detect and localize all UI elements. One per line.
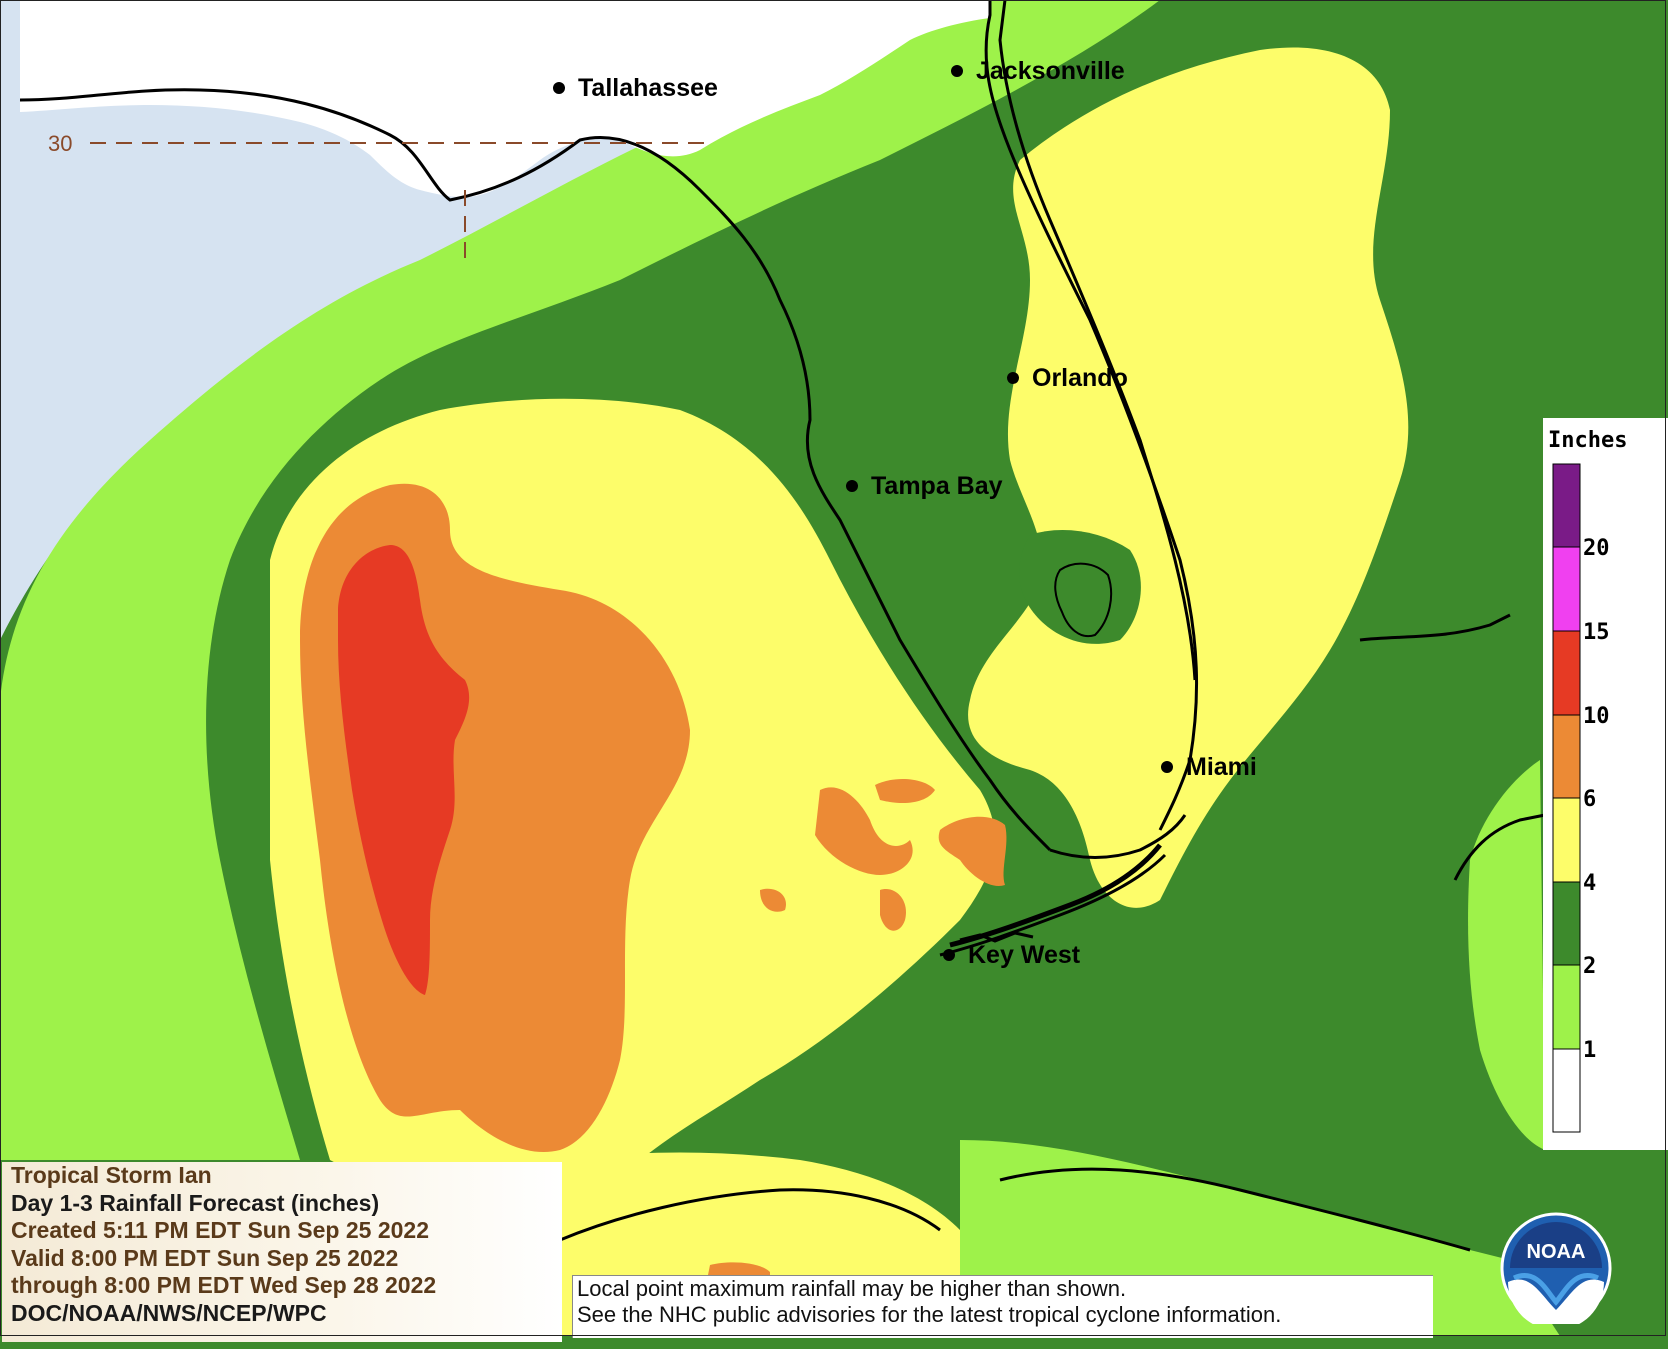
florida-keys	[949, 843, 1162, 948]
legend-swatch-10-15	[1552, 630, 1581, 716]
zone-4-6-east	[968, 47, 1409, 908]
legend-tick-20: 20	[1583, 536, 1610, 561]
legend-color-bar	[1552, 463, 1581, 1133]
legend-swatch-4-6	[1552, 797, 1581, 883]
zone-1-2-east-edge	[1468, 760, 1545, 1150]
zone-1-2-band	[0, 0, 1160, 1160]
land-no-rain-north	[20, 0, 990, 198]
legend: Inches 20 15 10 6 4 2 1	[1543, 418, 1668, 1150]
disclaimer-line-1: Local point maximum rainfall may be high…	[577, 1276, 1127, 1301]
city-label-orlando: Orlando	[1032, 364, 1128, 392]
city-label-miami: Miami	[1186, 753, 1257, 781]
legend-swatch-2-4	[1552, 881, 1581, 966]
legend-title: Inches	[1548, 428, 1627, 453]
zone-6-10-patch-5	[760, 888, 786, 912]
city-dot-tallahassee	[553, 82, 565, 94]
legend-swatch-0-1	[1552, 1048, 1581, 1133]
legend-tick-4: 4	[1583, 871, 1596, 896]
lake-okeechobee-outline	[1054, 562, 1113, 638]
legend-swatch-6-10	[1552, 714, 1581, 799]
legend-tick-15: 15	[1583, 620, 1610, 645]
city-dot-jacksonville	[951, 65, 963, 77]
zone-6-10-patch-3	[938, 816, 1007, 886]
zone-6-10-patch-2	[875, 778, 935, 803]
city-label-tallahassee: Tallahassee	[578, 74, 718, 102]
zone-10-15-core	[338, 545, 470, 995]
agency-credit: DOC/NOAA/NWS/NCEP/WPC	[11, 1299, 327, 1326]
zone-6-10-patch-1	[815, 787, 913, 875]
city-dot-tampa-bay	[846, 480, 858, 492]
latitude-30-label: 30	[48, 131, 72, 156]
legend-tick-1: 1	[1583, 1038, 1596, 1063]
city-label-key-west: Key West	[968, 941, 1081, 969]
through-time: through 8:00 PM EDT Wed Sep 28 2022	[11, 1272, 437, 1298]
disclaimer-line-2: See the NHC public advisories for the la…	[577, 1302, 1282, 1327]
valid-time: Valid 8:00 PM EDT Sun Sep 25 2022	[11, 1244, 399, 1271]
zone-6-10-patch-4	[880, 889, 906, 931]
city-label-jacksonville: Jacksonville	[976, 57, 1125, 85]
city-dot-key-west	[943, 949, 955, 961]
noaa-logo-icon: NOAA	[1500, 1212, 1612, 1324]
product-title: Day 1-3 Rainfall Forecast (inches)	[11, 1189, 380, 1216]
forecast-info-box: Tropical Storm Ian Day 1-3 Rainfall Fore…	[2, 1162, 562, 1342]
legend-swatch-20-plus	[1552, 463, 1581, 548]
city-markers: Tallahassee Jacksonville Orlando Tampa B…	[553, 57, 1257, 969]
disclaimer-box: Local point maximum rainfall may be high…	[572, 1275, 1433, 1338]
legend-tick-10: 10	[1583, 704, 1610, 729]
storm-name: Tropical Storm Ian	[11, 1162, 212, 1188]
legend-tick-2: 2	[1583, 954, 1596, 979]
legend-swatch-15-20	[1552, 546, 1581, 632]
city-label-tampa-bay: Tampa Bay	[871, 472, 1003, 500]
zone-2-4-lake-patch	[1019, 530, 1141, 644]
legend-tick-6: 6	[1583, 787, 1596, 812]
coastline	[19, 0, 1546, 1252]
city-dot-orlando	[1007, 372, 1019, 384]
noaa-logo-text: NOAA	[1527, 1241, 1586, 1263]
city-dot-miami	[1161, 761, 1173, 773]
legend-swatch-1-2	[1552, 964, 1581, 1050]
created-time: Created 5:11 PM EDT Sun Sep 25 2022	[11, 1217, 430, 1243]
